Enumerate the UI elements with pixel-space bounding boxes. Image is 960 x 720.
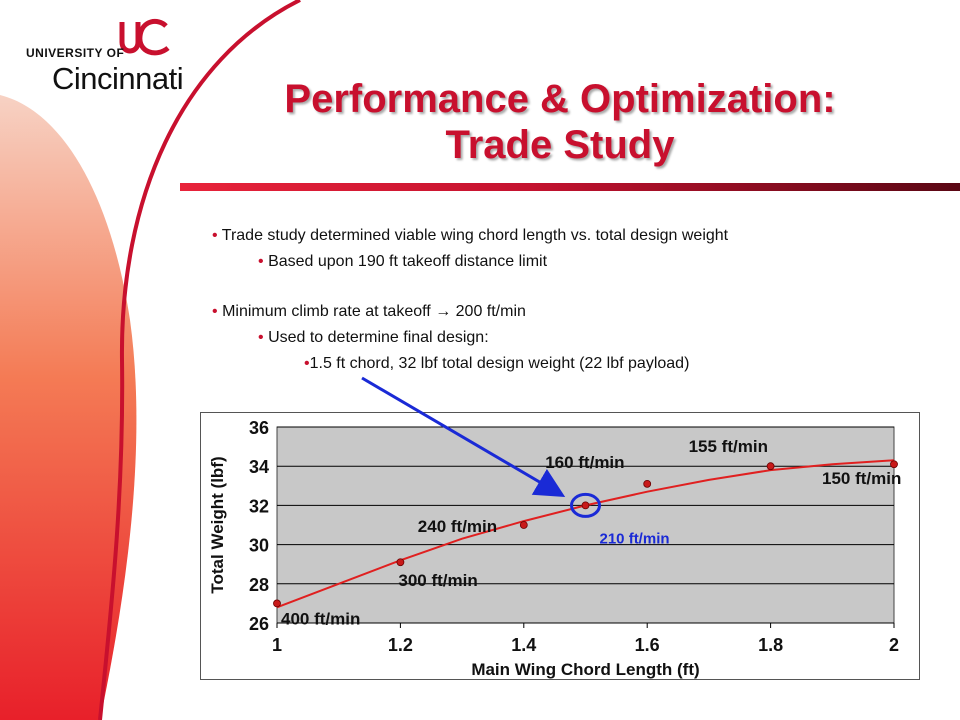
title-line-2: Trade Study: [445, 123, 675, 167]
bullet-dot: •: [304, 355, 310, 372]
slide-title: Performance & Optimization: Trade Study: [190, 76, 930, 168]
bullet-text-after-arrow: 200 ft/min: [455, 303, 526, 320]
logo-university-of: UNIVERSITY OF: [26, 46, 125, 60]
data-point: [273, 599, 281, 608]
bullet-text: Trade study determined viable wing chord…: [221, 227, 729, 244]
x-tick-label: 1.8: [758, 635, 783, 655]
data-point: [519, 521, 528, 529]
bullet-text: 1.5 ft chord, 32 lbf total design weight…: [309, 355, 690, 372]
point-label: 150 ft/min: [822, 469, 901, 488]
point-label: 400 ft/min: [281, 609, 360, 628]
bullet-2: • Based upon 190 ft takeoff distance lim…: [258, 253, 547, 271]
university-logo: UNIVERSITY OF Cincinnati: [26, 16, 186, 96]
bullet-list: • Trade study determined viable wing cho…: [212, 227, 728, 373]
x-tick-label: 1.2: [388, 635, 413, 655]
data-point: [890, 460, 898, 469]
bullet-1: • Trade study determined viable wing cho…: [212, 227, 728, 245]
title-underline-bar: [180, 183, 960, 191]
title-line-1: Performance & Optimization:: [284, 77, 836, 121]
y-tick-label: 28: [249, 575, 269, 595]
data-point: [581, 501, 590, 510]
point-label: 210 ft/min: [600, 530, 670, 547]
chart-svg: 26 28 30 32 34 36 1 1.2 1.4 1.6 1.8 2 Main Wing Chor…: [208, 418, 901, 679]
trade-study-chart: 26 28 30 32 34 36 1 1.2 1.4 1.6 1.8 2 Main Wing Chor…: [200, 412, 920, 680]
bullet-5: •1.5 ft chord, 32 lbf total design weigh…: [304, 355, 689, 373]
highlight-circle: [570, 492, 601, 518]
data-point: [643, 479, 652, 488]
data-point: [766, 462, 775, 471]
bullet-dot: •: [258, 329, 264, 346]
x-tick-label: 1.4: [511, 635, 536, 655]
bullet-text: Minimum climb rate at takeoff: [222, 303, 431, 320]
y-tick-label: 32: [249, 496, 269, 516]
y-tick-label: 30: [249, 536, 269, 556]
x-tick-label: 1: [272, 635, 282, 655]
arrow-icon: →: [435, 303, 452, 320]
bullet-dot: •: [258, 253, 264, 270]
point-label: 160 ft/min: [545, 453, 624, 472]
y-tick-label: 36: [249, 418, 269, 438]
bullet-dot: •: [212, 227, 218, 244]
y-tick-label: 26: [249, 614, 269, 634]
point-label: 240 ft/min: [418, 517, 497, 536]
data-point: [396, 558, 405, 567]
x-tick-label: 1.6: [635, 635, 660, 655]
bullet-text: Based upon 190 ft takeoff distance limit: [268, 253, 548, 270]
point-label: 155 ft/min: [689, 437, 768, 456]
logo-cincinnati: Cincinnati: [52, 61, 184, 96]
bullet-dot: •: [212, 303, 218, 320]
bullet-4: • Used to determine final design:: [258, 329, 489, 347]
x-axis-label: Main Wing Chord Length (ft): [471, 660, 699, 679]
bullet-text: Used to determine final design:: [268, 329, 489, 346]
y-tick-label: 34: [249, 457, 269, 477]
uc-monogram-icon: [119, 18, 170, 56]
point-label: 300 ft/min: [398, 571, 477, 590]
x-tick-label: 2: [889, 635, 899, 655]
y-axis-label: Total Weight (lbf): [208, 456, 227, 593]
bullet-3: • Minimum climb rate at takeoff → 200 ft…: [212, 303, 526, 321]
